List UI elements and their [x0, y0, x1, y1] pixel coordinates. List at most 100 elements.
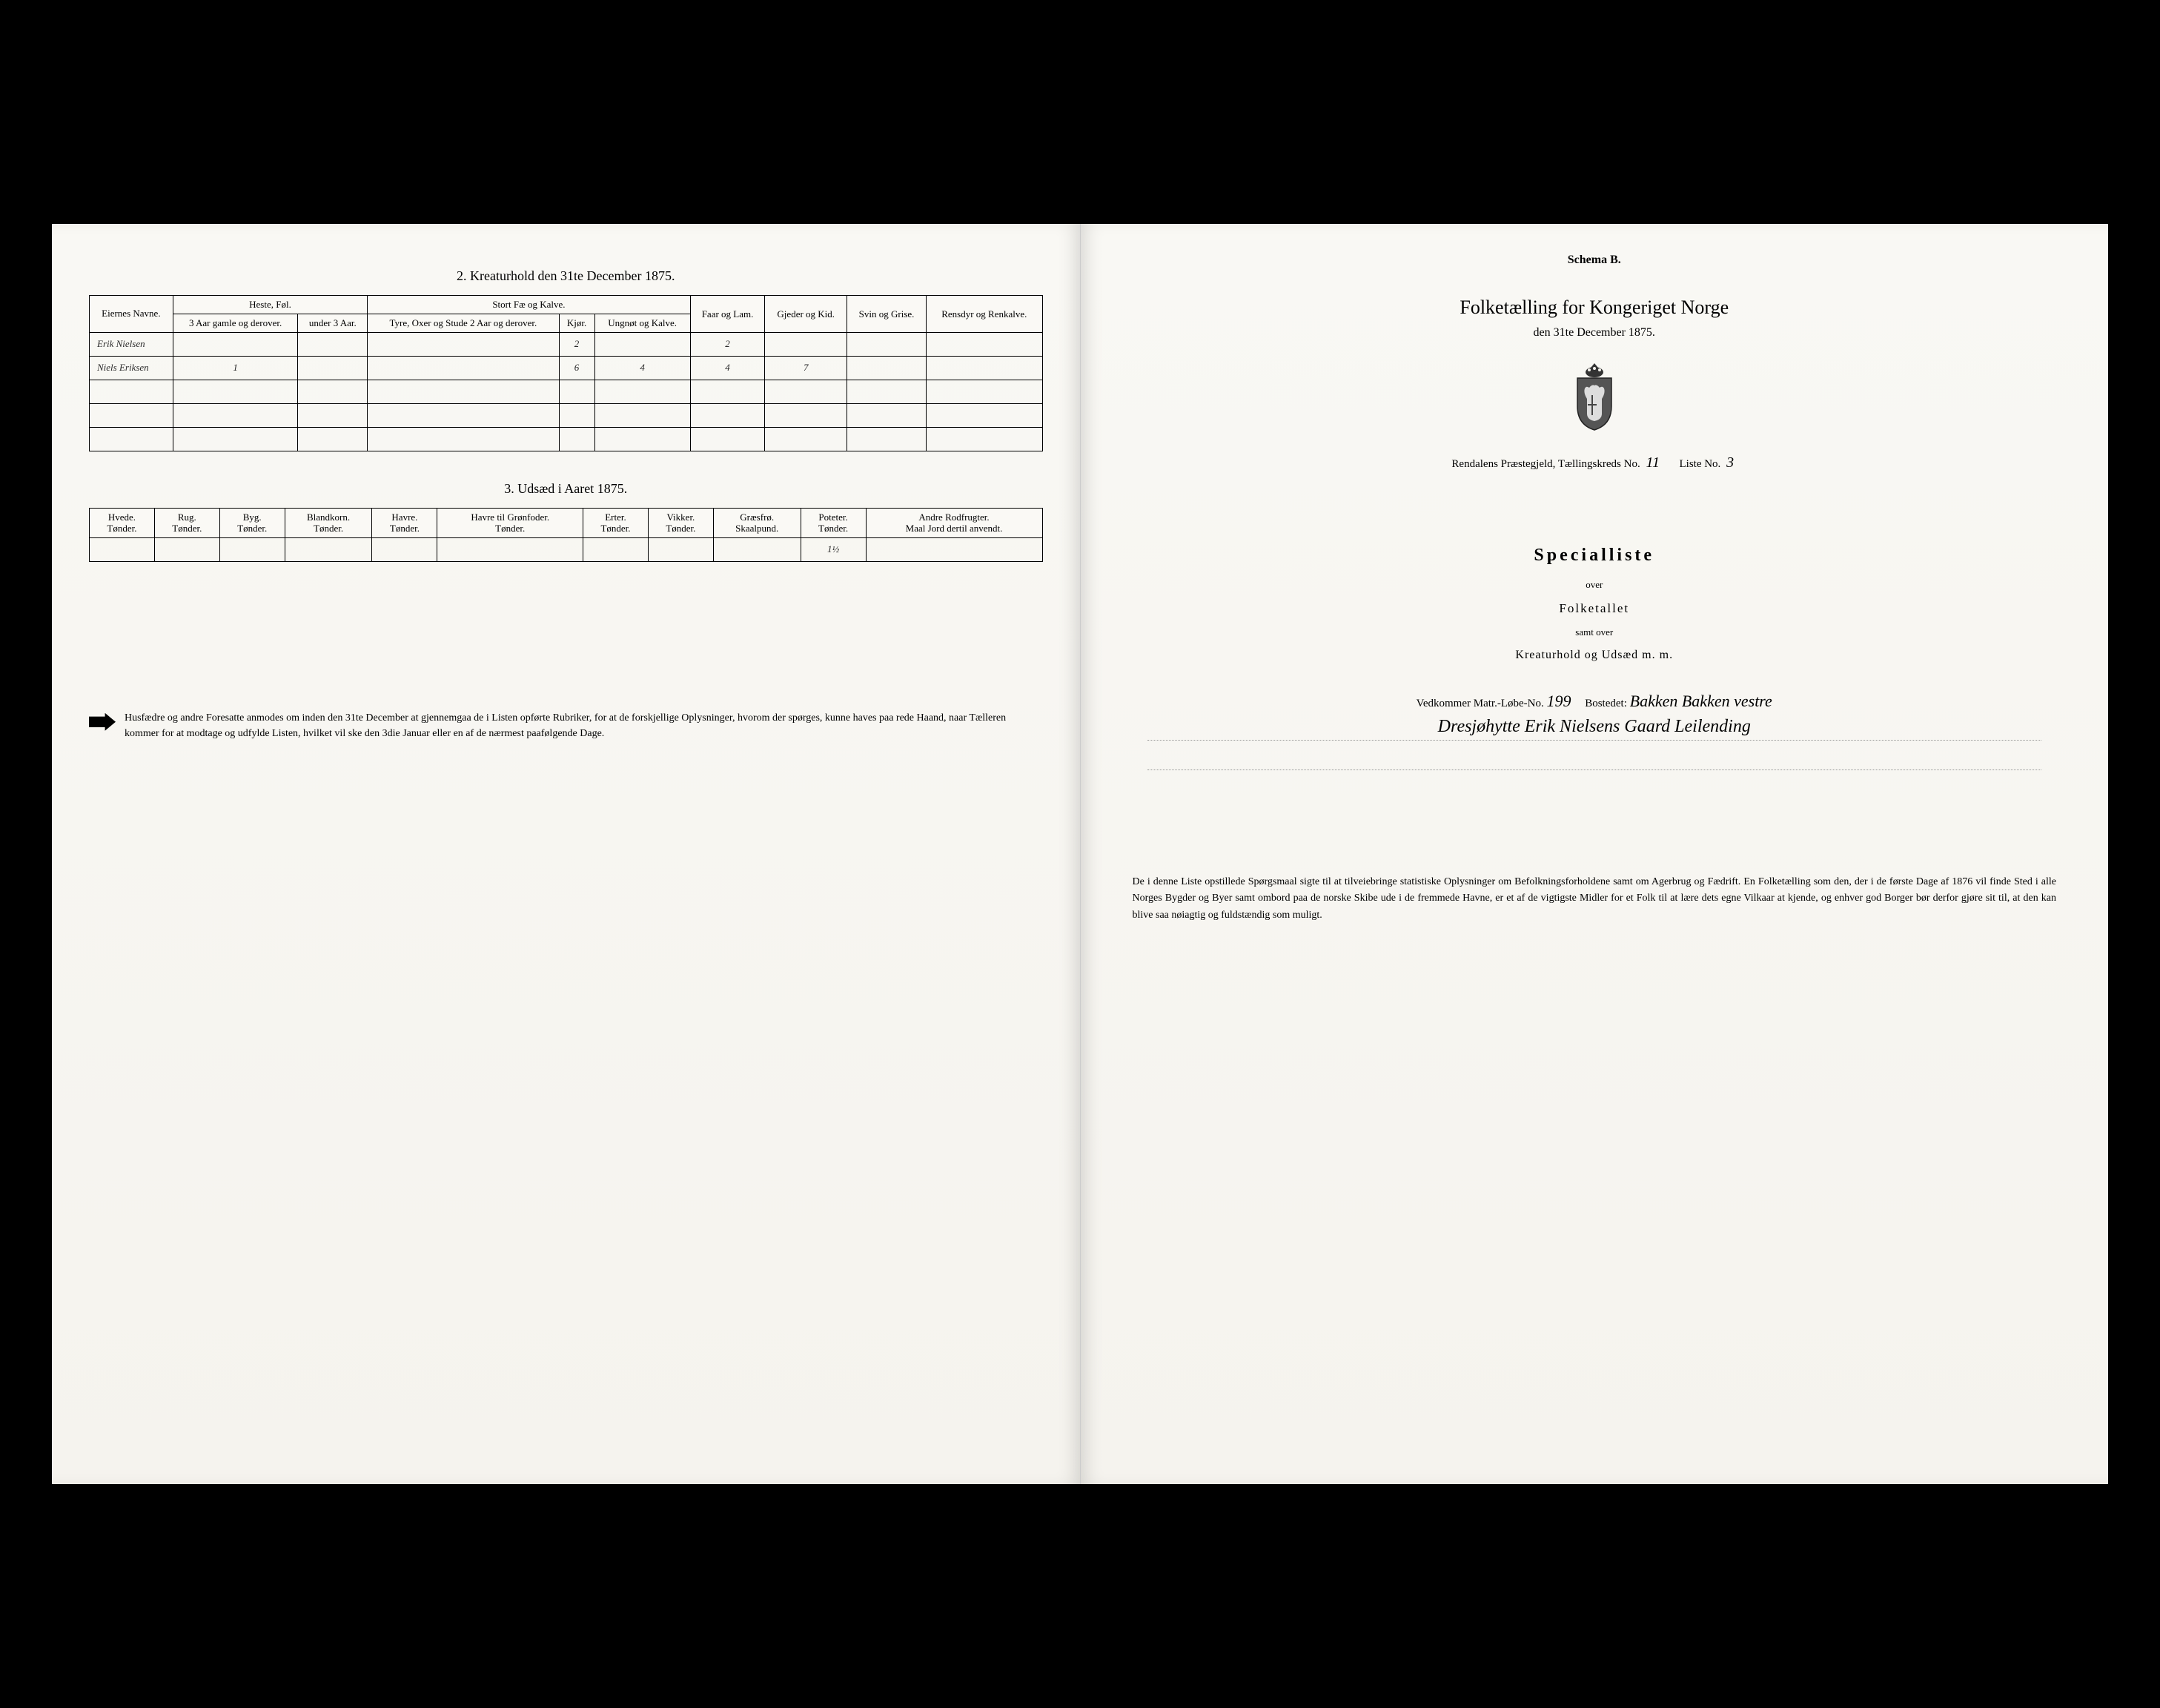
pointing-hand-icon — [89, 713, 116, 731]
cell — [648, 537, 713, 561]
book-spread: 2. Kreaturhold den 31te December 1875. E… — [52, 224, 2108, 1484]
grp-storfae: Stort Fæ og Kalve. — [368, 296, 690, 314]
scan-frame: 2. Kreaturhold den 31te December 1875. E… — [30, 202, 2130, 1506]
col-rensdyr: Rensdyr og Renkalve. — [927, 296, 1042, 333]
col-faar: Faar og Lam. — [690, 296, 765, 333]
col-s: Maal Jord dertil anvendt. — [871, 523, 1038, 534]
vedkommer-line: Vedkommer Matr.-Løbe-No. 199 Bostedet: B… — [1118, 692, 2072, 711]
col: Vikker.Tønder. — [648, 508, 713, 537]
cell — [173, 332, 298, 356]
cell — [713, 537, 801, 561]
cell — [368, 356, 559, 380]
col-s: Skaalpund. — [718, 523, 796, 534]
col-h: Poteter. — [806, 512, 861, 523]
col-h: Andre Rodfrugter. — [871, 512, 1038, 523]
cell — [219, 537, 285, 561]
sub-heste2: under 3 Aar. — [298, 314, 368, 333]
over-label: over — [1118, 579, 2072, 591]
kreaturhold-table: Eiernes Navne. Heste, Føl. Stort Fæ og K… — [89, 295, 1043, 451]
main-title: Folketælling for Kongeriget Norge — [1118, 297, 2072, 319]
col-h: Græsfrø. — [718, 512, 796, 523]
district-prefix: Rendalens Præstegjeld, Tællingskreds No. — [1451, 458, 1640, 470]
cell — [765, 332, 847, 356]
col-gjeder: Gjeder og Kid. — [765, 296, 847, 333]
sub-fae1: Tyre, Oxer og Stude 2 Aar og derover. — [368, 314, 559, 333]
bostedet-label: Bostedet: — [1585, 698, 1627, 709]
cell — [927, 356, 1042, 380]
sub-fae3: Ungnøt og Kalve. — [594, 314, 690, 333]
schema-label: Schema B. — [1118, 254, 2072, 267]
bottom-paragraph: De i denne Liste opstillede Spørgsmaal s… — [1133, 874, 2057, 924]
cell — [154, 537, 219, 561]
matr-no: 199 — [1546, 692, 1571, 710]
cell — [927, 332, 1042, 356]
district-no: 11 — [1643, 454, 1663, 471]
col: Blandkorn.Tønder. — [285, 508, 372, 537]
cell: 1½ — [801, 537, 866, 561]
cell: 2 — [690, 332, 765, 356]
udsaed-head-row: Hvede.Tønder. Rug.Tønder. Byg.Tønder. Bl… — [90, 508, 1043, 537]
cell — [594, 332, 690, 356]
col: Erter.Tønder. — [583, 508, 649, 537]
col-h: Hvede. — [94, 512, 150, 523]
liste-label: Liste No. — [1679, 458, 1720, 470]
cell — [583, 537, 649, 561]
cell: 2 — [559, 332, 594, 356]
col-h: Blandkorn. — [290, 512, 368, 523]
col: Græsfrø.Skaalpund. — [713, 508, 801, 537]
col-s: Tønder. — [290, 523, 368, 534]
col-eier: Eiernes Navne. — [90, 296, 173, 333]
col-svin: Svin og Grise. — [847, 296, 927, 333]
cell: 4 — [690, 356, 765, 380]
grp-heste: Heste, Føl. — [173, 296, 367, 314]
vedkommer-label: Vedkommer Matr.-Løbe-No. — [1417, 698, 1544, 709]
table-row — [90, 403, 1043, 427]
footer-text: Husfædre og andre Foresatte anmodes om i… — [125, 710, 1043, 741]
subtitle: den 31te December 1875. — [1118, 326, 2072, 340]
cell — [285, 537, 372, 561]
footer-note: Husfædre og andre Foresatte anmodes om i… — [89, 710, 1043, 741]
col-h: Havre. — [377, 512, 432, 523]
table-row — [90, 380, 1043, 403]
col-s: Tønder. — [377, 523, 432, 534]
sub-heste1: 3 Aar gamle og derover. — [173, 314, 298, 333]
cell — [90, 537, 155, 561]
col-h: Havre til Grønfoder. — [442, 512, 578, 523]
table-row: Erik Nielsen 2 2 — [90, 332, 1043, 356]
district-line: Rendalens Præstegjeld, Tællingskreds No.… — [1118, 454, 2072, 471]
folketallet-label: Folketallet — [1118, 601, 2072, 616]
kreatur-line: Kreaturhold og Udsæd m. m. — [1118, 649, 2072, 662]
coat-of-arms-icon — [1568, 362, 1620, 432]
kreaturhold-body: Erik Nielsen 2 2 Niels Eriksen 1 — [90, 332, 1043, 451]
bostedet-value: Bakken Bakken vestre — [1630, 692, 1772, 710]
col-s: Tønder. — [225, 523, 280, 534]
right-page: Schema B. Folketælling for Kongeriget No… — [1081, 224, 2109, 1484]
section2-title: 2. Kreaturhold den 31te December 1875. — [89, 268, 1043, 284]
col: Byg.Tønder. — [219, 508, 285, 537]
col-h: Vikker. — [653, 512, 709, 523]
cell — [372, 537, 437, 561]
samt-label: samt over — [1118, 626, 2072, 638]
col: Havre.Tønder. — [372, 508, 437, 537]
cell: 1 — [173, 356, 298, 380]
col-h: Byg. — [225, 512, 280, 523]
cell — [298, 356, 368, 380]
col: Hvede.Tønder. — [90, 508, 155, 537]
col: Poteter.Tønder. — [801, 508, 866, 537]
left-page: 2. Kreaturhold den 31te December 1875. E… — [52, 224, 1081, 1484]
col-s: Tønder. — [653, 523, 709, 534]
sub-fae2: Kjør. — [559, 314, 594, 333]
col-s: Tønder. — [159, 523, 215, 534]
table-row: 1½ — [90, 537, 1043, 561]
col: Rug.Tønder. — [154, 508, 219, 537]
cell — [866, 537, 1042, 561]
cell: 7 — [765, 356, 847, 380]
liste-no: 3 — [1723, 454, 1737, 471]
cell — [847, 356, 927, 380]
cell — [437, 537, 583, 561]
col-s: Tønder. — [94, 523, 150, 534]
specialliste-title: Specialliste — [1118, 546, 2072, 566]
cell: 4 — [594, 356, 690, 380]
owner-name: Niels Eriksen — [90, 356, 173, 380]
col-h: Erter. — [588, 512, 643, 523]
